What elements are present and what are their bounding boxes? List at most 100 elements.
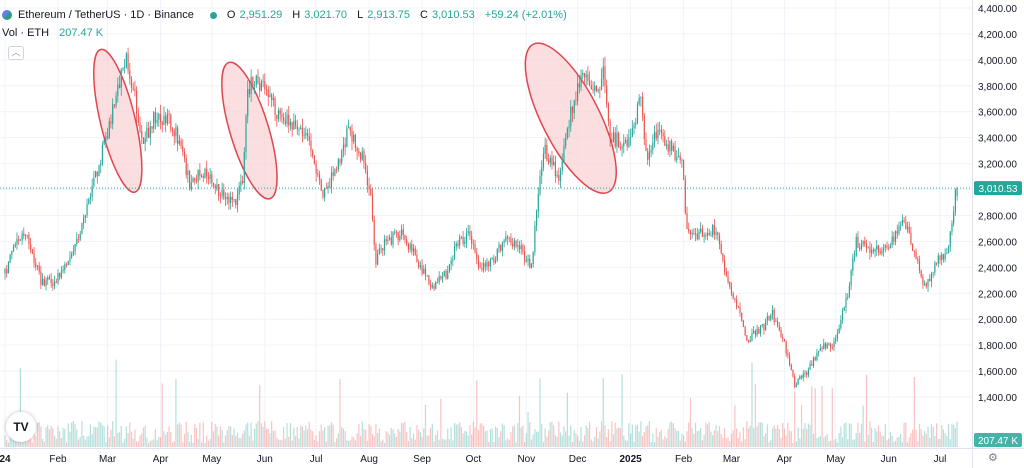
candle-body: [19, 240, 21, 241]
volume-bar: [946, 435, 948, 447]
volume-bar: [599, 431, 601, 447]
volume-bar: [877, 425, 880, 447]
gear-icon[interactable]: ⚙: [988, 452, 998, 464]
candle-body: [98, 165, 100, 176]
volume-bar: [310, 429, 312, 447]
volume-bar: [156, 440, 158, 447]
candle-body: [768, 316, 770, 320]
candle-body: [491, 258, 493, 260]
time-axis[interactable]: 24 Feb Mar Apr May Jun Jul Aug Sep Oct Nov Dec 2025 F…: [0, 448, 1024, 466]
volume-bar: [6, 439, 8, 447]
candle-body: [494, 260, 497, 263]
symbol-title[interactable]: Ethereum / TetherUS · 1D · Binance: [18, 9, 194, 21]
candle-body: [433, 285, 435, 289]
candle-body: [134, 88, 136, 91]
volume-bar: [269, 433, 271, 447]
volume-bar: [645, 426, 647, 447]
candle-body: [55, 281, 57, 283]
candle-body: [52, 283, 54, 286]
chart-legend: Ethereum / TetherUS · 1D · Binance O 2,95…: [2, 8, 573, 40]
candle-body: [795, 384, 798, 387]
volume-bar: [894, 441, 897, 447]
volume-bar: [312, 431, 314, 447]
candle-body: [871, 249, 873, 254]
candle-body: [905, 222, 907, 229]
time-tick-label: Mar: [99, 454, 117, 465]
candle-body: [421, 265, 423, 274]
candle-body: [727, 275, 729, 282]
volume-bar: [903, 422, 905, 447]
candle-body: [156, 119, 158, 123]
volume-bar: [725, 438, 727, 447]
candle-body: [944, 253, 946, 260]
candle-body: [476, 252, 478, 260]
candle-body: [587, 74, 589, 81]
volume-bar: [597, 438, 599, 447]
candle-body: [559, 170, 562, 181]
candle-body: [67, 261, 69, 265]
candle-body: [277, 110, 280, 120]
volume-bar: [100, 422, 102, 447]
volume-bar: [703, 434, 705, 447]
volume-bar: [954, 428, 956, 447]
volume-bar: [537, 431, 539, 447]
candle-body: [110, 121, 112, 124]
volume-bar: [850, 423, 852, 447]
volume-bar: [918, 423, 921, 447]
candle-body: [604, 66, 606, 86]
volume-bar: [445, 439, 447, 447]
candle-body: [735, 299, 738, 307]
volume-bar: [101, 425, 104, 447]
candle-body: [800, 375, 803, 378]
volume-bar: [588, 421, 591, 447]
candle-body: [195, 180, 198, 182]
candle-body: [182, 146, 184, 152]
candle-body: [438, 276, 440, 283]
volume-bar: [848, 423, 851, 447]
candle-body: [163, 115, 165, 126]
candle-body: [151, 126, 153, 129]
volume-bar: [715, 425, 717, 447]
candle-body: [751, 333, 753, 341]
candle-body: [927, 278, 929, 287]
price-axis[interactable]: 4,400.00 4,200.00 4,000.00 3,800.00 3,600.00…: [972, 0, 1023, 468]
candle-body: [549, 157, 551, 163]
volume-bar: [724, 428, 726, 447]
candle-body: [120, 69, 122, 88]
candle-body: [571, 106, 574, 114]
candle-body: [411, 244, 413, 252]
volume-bar: [481, 423, 483, 447]
volume-bar: [43, 441, 45, 447]
volume-bar: [459, 422, 461, 447]
volume-bar: [354, 440, 357, 447]
candle-body: [361, 151, 363, 160]
candle-body: [149, 126, 151, 138]
candle-body: [171, 129, 174, 131]
candle-body: [441, 276, 444, 279]
volume-bar: [641, 436, 644, 447]
high-key: H: [292, 9, 301, 21]
volume-bar: [79, 436, 81, 447]
tradingview-logo-icon[interactable]: TV: [6, 412, 36, 442]
candle-body: [212, 182, 215, 186]
candle-body: [255, 75, 257, 86]
candle-body: [365, 162, 367, 171]
volume-bar: [440, 398, 442, 447]
volume-bar: [874, 428, 876, 447]
candle-body: [238, 186, 240, 195]
volume-bar: [906, 442, 909, 447]
candle-body: [378, 248, 380, 254]
candle-body: [582, 72, 584, 75]
candle-body: [631, 128, 633, 137]
candle-body: [664, 136, 666, 146]
volume-label[interactable]: Vol · ETH: [2, 27, 50, 39]
volume-bar: [265, 428, 268, 447]
candle-body: [289, 122, 292, 126]
volume-bar: [859, 432, 861, 447]
candle-body: [83, 217, 85, 223]
volume-bar: [893, 441, 895, 447]
volume-bar: [493, 441, 495, 447]
chevron-up-icon[interactable]: ︿: [8, 46, 24, 60]
volume-bar: [96, 427, 98, 447]
